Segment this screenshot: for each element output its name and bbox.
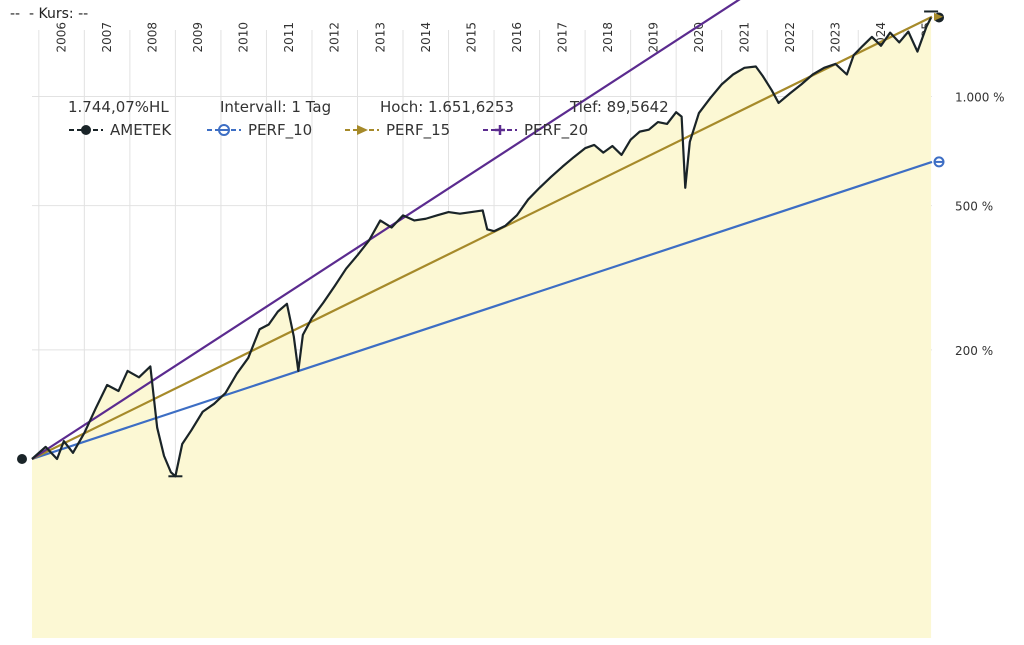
legend-item-perf-10[interactable]: PERF_10 [206, 121, 312, 139]
x-tick-label: 2023 [828, 22, 842, 53]
change-percent: 1.744,07%HL [68, 98, 169, 116]
x-tick-label: 2012 [328, 22, 342, 53]
x-tick-label: 2020 [692, 22, 706, 53]
x-tick-label: 2006 [55, 22, 69, 53]
circle-marker-icon [69, 125, 103, 135]
y-tick-label: 500 % [955, 200, 993, 214]
x-tick-label: 2016 [510, 22, 524, 53]
start-point-marker [17, 454, 27, 464]
x-tick-label: 2022 [783, 22, 797, 53]
x-tick-label: 2021 [737, 22, 751, 53]
x-tick-label: 2007 [100, 22, 114, 53]
end-marker-perf-10 [933, 156, 945, 168]
legend-label: PERF_10 [248, 121, 313, 139]
triangle-marker-icon [345, 125, 379, 135]
legend-item-perf-20[interactable]: PERF_20 [482, 121, 588, 139]
x-tick-label: 2015 [464, 22, 478, 53]
series-line-perf-10 [31, 160, 933, 461]
half-circle-marker-icon [207, 124, 241, 136]
price-area-fill [32, 17, 932, 638]
x-tick-label: 2008 [146, 22, 160, 53]
x-tick-label: 2010 [237, 22, 251, 53]
legend-label: AMETEK [110, 121, 172, 139]
legend-label: PERF_20 [524, 121, 589, 139]
series-line-ametek [31, 16, 933, 478]
plus-marker-icon [483, 125, 517, 135]
legend-item-ametek[interactable]: AMETEK [68, 121, 171, 139]
y-tick-label: 1.000 % [955, 91, 1005, 105]
x-tick-label: 2009 [191, 22, 205, 53]
series-line-perf-20 [31, 0, 741, 460]
series-line-perf-15 [31, 15, 933, 460]
x-tick-label: 2014 [419, 22, 433, 53]
x-tick-label: 2013 [373, 22, 387, 53]
end-marker-perf-15 [934, 12, 943, 21]
interval-label: Intervall: 1 Tag [220, 98, 332, 116]
x-tick-label: 2017 [555, 22, 569, 53]
low-value: Tief: 89,5642 [570, 98, 669, 116]
kurs-label: -- - Kurs: -- [10, 6, 89, 22]
legend-item-perf-15[interactable]: PERF_15 [344, 121, 450, 139]
x-tick-label: 2011 [282, 22, 296, 53]
x-tick-label: 2019 [646, 22, 660, 53]
y-tick-label: 200 % [955, 344, 993, 358]
legend-label: PERF_15 [386, 121, 451, 139]
high-value: Hoch: 1.651,6253 [380, 98, 514, 116]
x-tick-label: 2018 [601, 22, 615, 53]
